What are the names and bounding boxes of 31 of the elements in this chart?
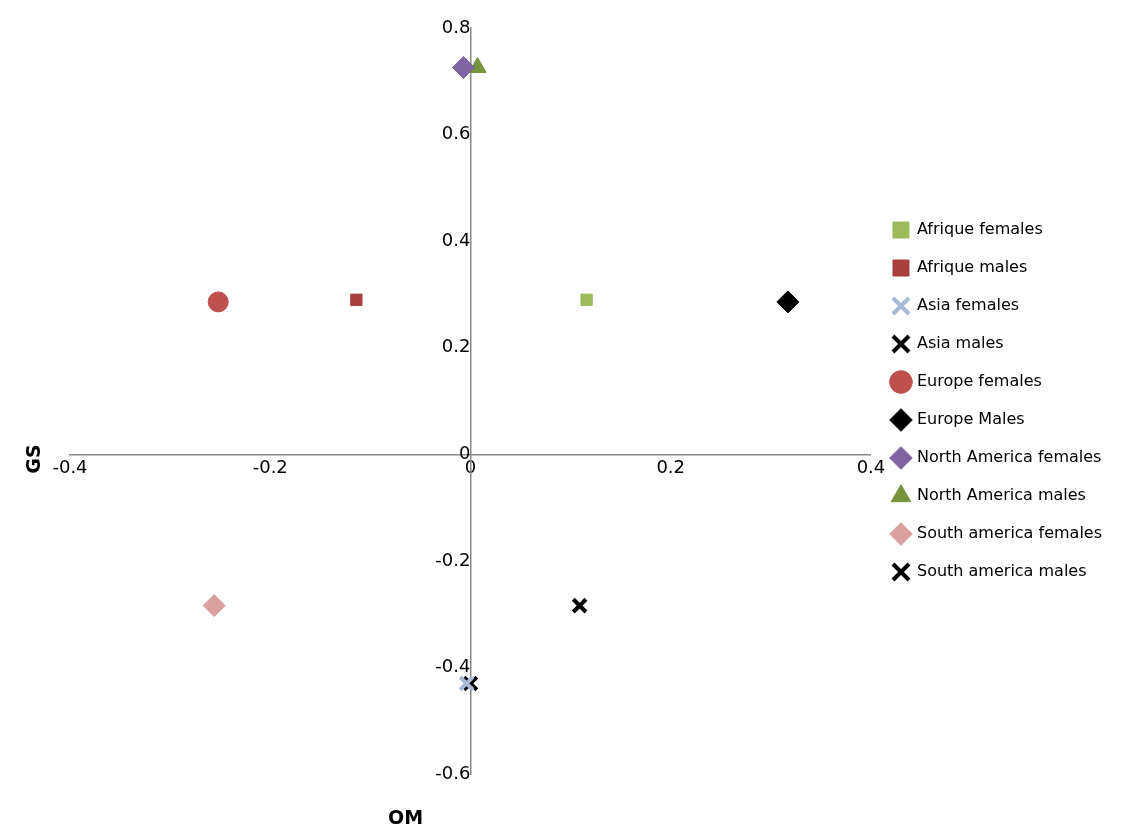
legend-label: Asia males xyxy=(916,333,1004,353)
y-tick-label: 0.2 xyxy=(441,335,471,357)
y-axis-title: GS xyxy=(21,444,44,474)
legend-label: Europe females xyxy=(916,371,1042,391)
y-tick-label: -0.6 xyxy=(435,761,471,783)
point xyxy=(350,293,363,306)
point xyxy=(776,290,800,314)
point xyxy=(207,291,229,313)
y-tick-label: -0.4 xyxy=(435,655,471,677)
x-tick-label: 0.4 xyxy=(856,455,886,477)
y-tick-label: -0.2 xyxy=(435,548,471,570)
legend-label: South america females xyxy=(916,523,1103,543)
legend-label: Asia females xyxy=(916,295,1020,315)
point xyxy=(458,675,475,692)
y-tick-label: 0.6 xyxy=(441,122,471,144)
legend-label: North America males xyxy=(916,485,1086,505)
y-tick-label: 0.4 xyxy=(441,228,471,250)
y-tick-label: 0.8 xyxy=(441,15,471,37)
x-axis-title: OM xyxy=(388,806,424,828)
point xyxy=(451,55,475,79)
legend-label: Afrique males xyxy=(916,257,1028,277)
point xyxy=(580,293,593,306)
x-tick-label: -0.2 xyxy=(252,455,288,477)
legend-label: Europe Males xyxy=(916,409,1025,429)
x-tick-label: -0.4 xyxy=(52,455,88,477)
x-tick-label: 0.2 xyxy=(656,455,686,477)
legend-label: Afrique females xyxy=(916,219,1043,239)
legend-label: North America females xyxy=(916,447,1102,467)
point xyxy=(571,597,588,614)
point xyxy=(202,594,226,618)
legend-label: South america males xyxy=(916,561,1087,581)
